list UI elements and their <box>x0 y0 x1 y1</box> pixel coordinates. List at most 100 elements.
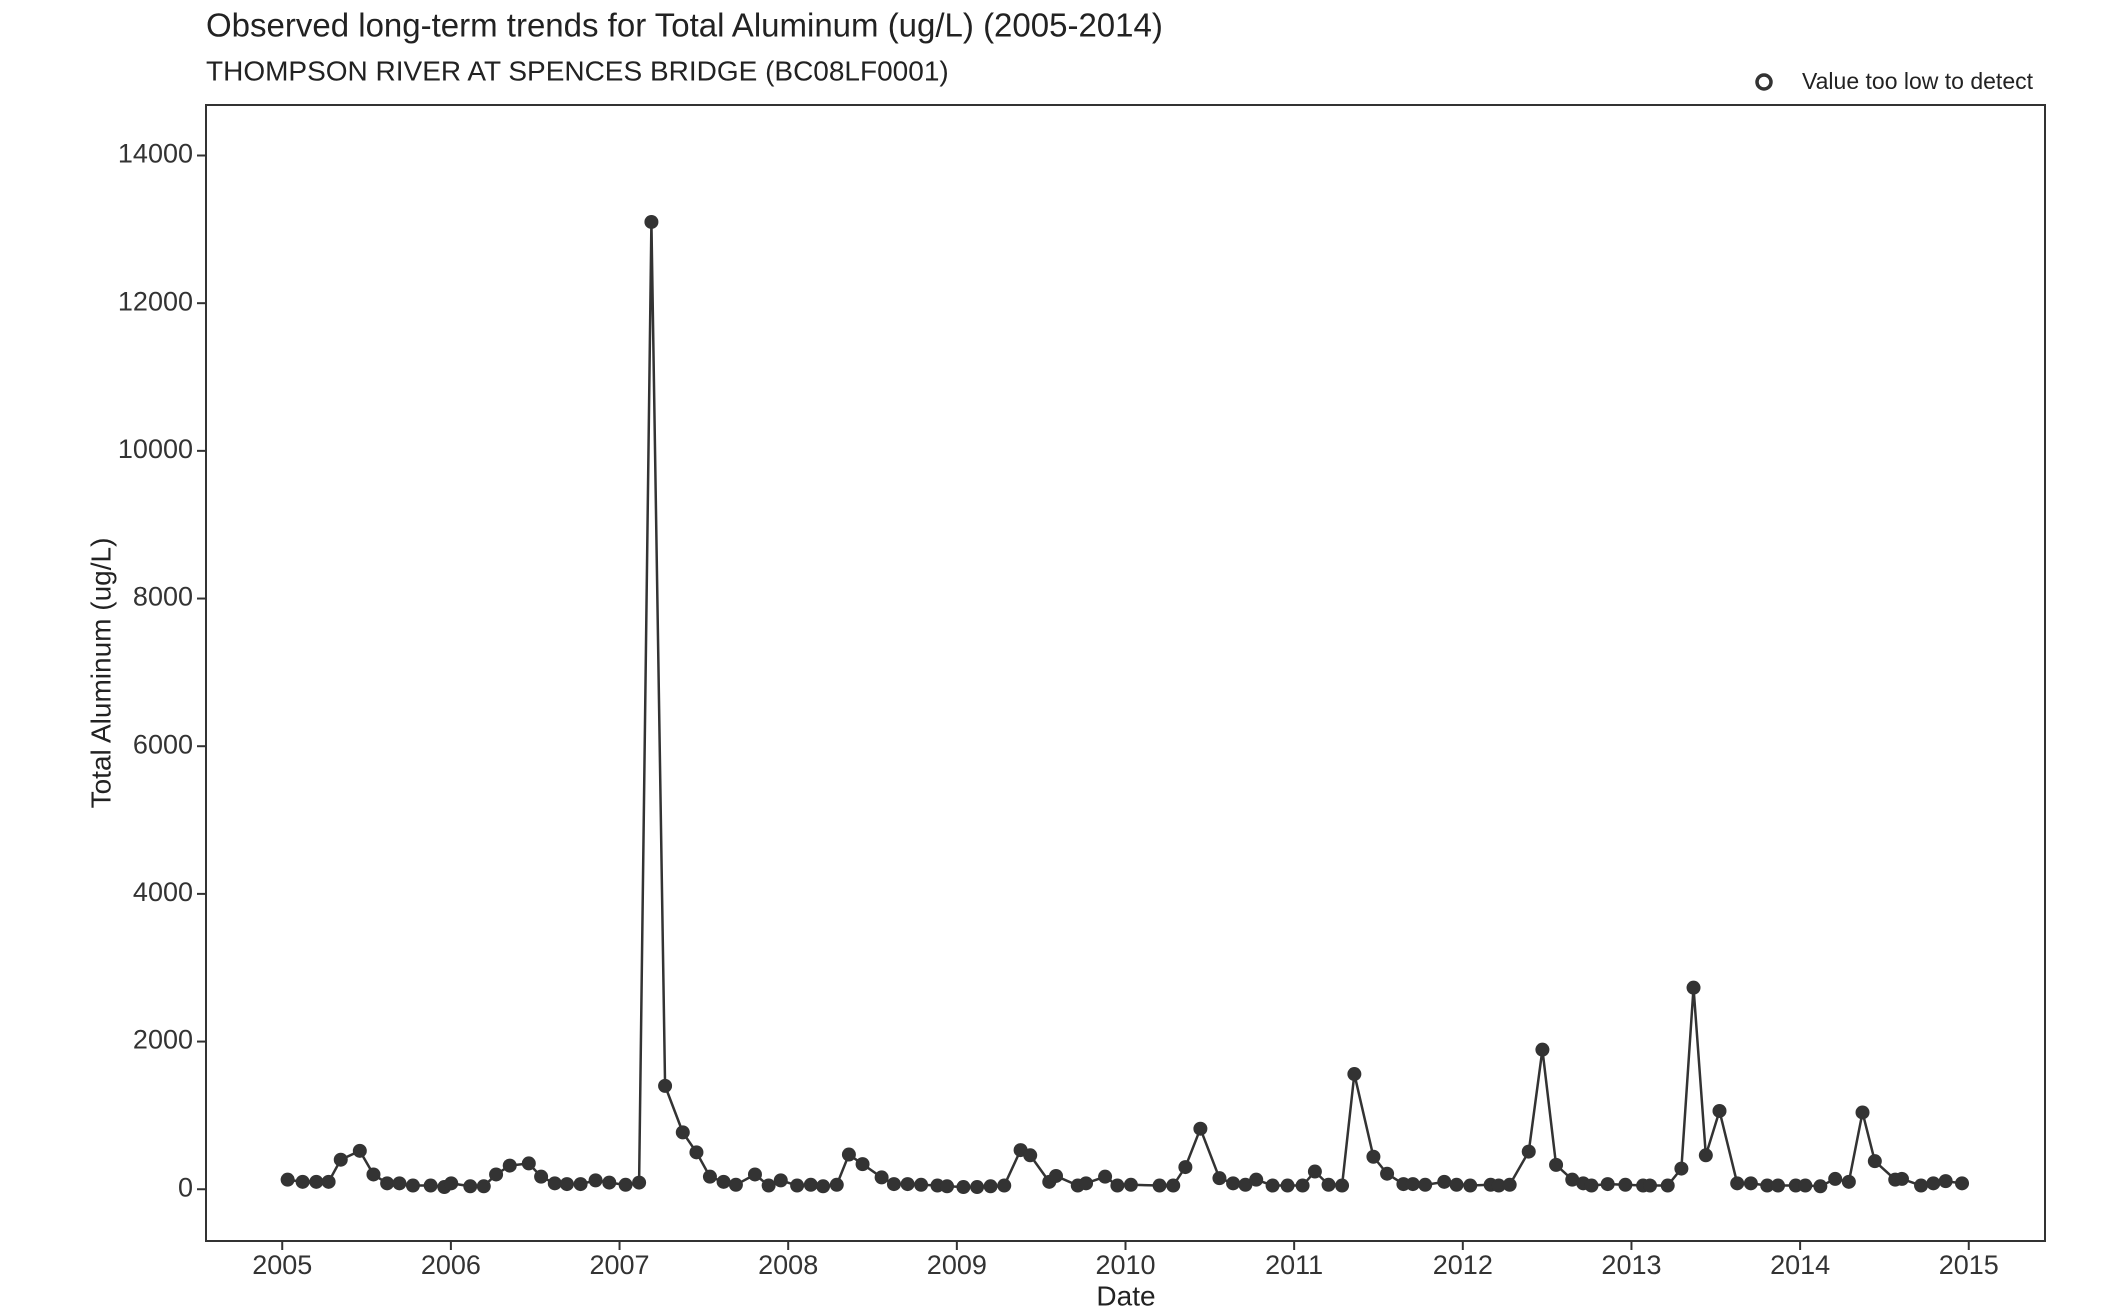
data-point <box>886 1177 901 1192</box>
data-point <box>1265 1178 1280 1193</box>
x-tick-label: 2005 <box>252 1250 312 1280</box>
data-point <box>1166 1178 1181 1193</box>
x-tick-label: 2013 <box>1601 1250 1661 1280</box>
data-point <box>1023 1148 1038 1163</box>
data-point <box>675 1125 690 1140</box>
data-point <box>1249 1172 1264 1187</box>
data-point <box>997 1178 1012 1193</box>
x-tick-label: 2006 <box>421 1250 481 1280</box>
y-tick-label: 6000 <box>133 729 193 759</box>
data-point <box>816 1179 831 1194</box>
data-point <box>829 1177 844 1192</box>
data-point <box>1535 1042 1550 1057</box>
data-point <box>1335 1178 1350 1193</box>
data-point <box>1698 1148 1713 1163</box>
data-point <box>321 1174 336 1189</box>
data-point <box>1437 1174 1452 1189</box>
data-point <box>1280 1178 1295 1193</box>
data-point <box>1798 1178 1813 1193</box>
x-tick-label: 2014 <box>1770 1250 1830 1280</box>
data-point <box>1405 1177 1420 1192</box>
data-point <box>1600 1177 1615 1192</box>
data-point <box>295 1174 310 1189</box>
legend-label: Value too low to detect <box>1802 68 2034 94</box>
data-point <box>1178 1160 1193 1175</box>
legend-marker <box>1755 73 1773 91</box>
y-tick-label: 2000 <box>133 1025 193 1055</box>
data-point <box>1295 1178 1310 1193</box>
data-point <box>1788 1178 1803 1193</box>
data-line <box>287 221 1963 1189</box>
data-point <box>874 1170 889 1185</box>
data-point <box>1867 1154 1882 1169</box>
data-point <box>1380 1166 1395 1181</box>
data-point <box>790 1178 805 1193</box>
data-point <box>1079 1176 1094 1191</box>
data-point <box>618 1177 633 1192</box>
data-point <box>1307 1164 1322 1179</box>
data-point <box>1565 1172 1580 1187</box>
data-point <box>423 1178 438 1193</box>
data-point <box>352 1143 367 1158</box>
data-point <box>588 1173 603 1188</box>
data-point <box>803 1177 818 1192</box>
data-point <box>380 1176 395 1191</box>
data-point <box>747 1167 762 1182</box>
x-tick-label: 2011 <box>1265 1250 1323 1280</box>
data-point <box>1212 1171 1227 1186</box>
y-tick-label: 0 <box>178 1172 193 1202</box>
data-point <box>521 1156 536 1171</box>
data-point <box>392 1176 407 1191</box>
data-point <box>940 1179 955 1194</box>
data-point <box>983 1179 998 1194</box>
data-point <box>914 1177 929 1192</box>
data-point <box>463 1179 478 1194</box>
x-tick-label: 2008 <box>758 1250 818 1280</box>
data-point <box>602 1175 617 1190</box>
data-point <box>1463 1178 1478 1193</box>
data-point <box>1347 1067 1362 1082</box>
data-point <box>1110 1178 1125 1193</box>
data-point <box>970 1180 985 1195</box>
data-point <box>702 1169 717 1184</box>
data-point <box>689 1145 704 1160</box>
data-point <box>1712 1103 1727 1118</box>
x-tick-label: 2007 <box>589 1250 649 1280</box>
data-point <box>1914 1178 1929 1193</box>
data-point <box>476 1179 491 1194</box>
x-tick-label: 2010 <box>1095 1250 1155 1280</box>
data-point <box>1938 1174 1953 1189</box>
data-point <box>855 1157 870 1172</box>
x-tick-label: 2012 <box>1433 1250 1493 1280</box>
data-point <box>1418 1177 1433 1192</box>
data-point <box>1926 1176 1941 1191</box>
data-point <box>444 1176 459 1191</box>
data-point <box>1366 1149 1381 1164</box>
data-point <box>1828 1171 1843 1186</box>
data-point <box>280 1172 295 1187</box>
data-point <box>1584 1178 1599 1193</box>
data-point <box>632 1175 647 1190</box>
data-point <box>309 1174 324 1189</box>
data-point <box>1502 1177 1517 1192</box>
data-point <box>1760 1178 1775 1193</box>
data-point <box>1660 1178 1675 1193</box>
data-point <box>1226 1176 1241 1191</box>
data-point <box>1098 1169 1113 1184</box>
data-point <box>1643 1178 1658 1193</box>
data-point <box>900 1177 915 1192</box>
data-point <box>1686 980 1701 995</box>
data-point <box>405 1178 420 1193</box>
data-point <box>1955 1176 1970 1191</box>
data-point <box>1321 1177 1336 1192</box>
data-point <box>644 214 659 229</box>
data-point <box>658 1078 673 1093</box>
x-tick-label: 2015 <box>1939 1250 1999 1280</box>
data-point <box>1743 1176 1758 1191</box>
data-point <box>1841 1174 1856 1189</box>
data-point <box>1449 1177 1464 1192</box>
data-point <box>1238 1177 1253 1192</box>
data-point <box>1193 1121 1208 1136</box>
